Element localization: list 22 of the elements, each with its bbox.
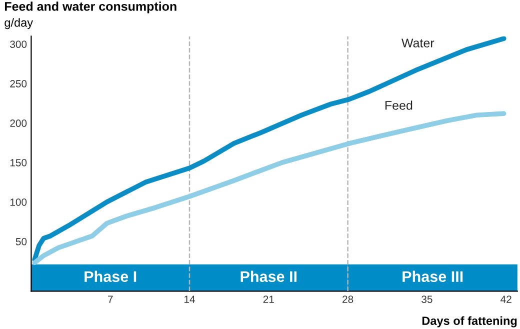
y-tick-label: 150 bbox=[10, 158, 27, 166]
y-tick-label: 200 bbox=[10, 120, 27, 127]
y-tick-label: 100 bbox=[10, 198, 27, 206]
x-axis-title: Days of fattening bbox=[422, 316, 517, 328]
series-label: Feed bbox=[385, 100, 412, 110]
chart-title: Feed and water consumption bbox=[4, 2, 176, 14]
x-tick-label: 42 bbox=[500, 296, 512, 303]
y-axis-title: g/day bbox=[4, 18, 34, 30]
band-label: Phase III bbox=[402, 270, 463, 282]
x-tick-label: 35 bbox=[422, 296, 432, 303]
x-tick-label: 28 bbox=[342, 296, 354, 303]
line-series bbox=[32, 36, 506, 262]
x-tick-label: 14 bbox=[184, 296, 195, 303]
x-tick-label: 21 bbox=[263, 296, 274, 303]
x-tick-label: 7 bbox=[108, 296, 113, 303]
y-tick-label: 50 bbox=[16, 238, 27, 246]
line-series bbox=[32, 111, 506, 266]
y-tick-label: 300 bbox=[10, 40, 27, 48]
series-label: Water bbox=[402, 38, 434, 48]
y-tick-label: 250 bbox=[10, 80, 27, 88]
band-label: Phase I bbox=[84, 270, 136, 282]
band-label: Phase II bbox=[240, 270, 296, 282]
